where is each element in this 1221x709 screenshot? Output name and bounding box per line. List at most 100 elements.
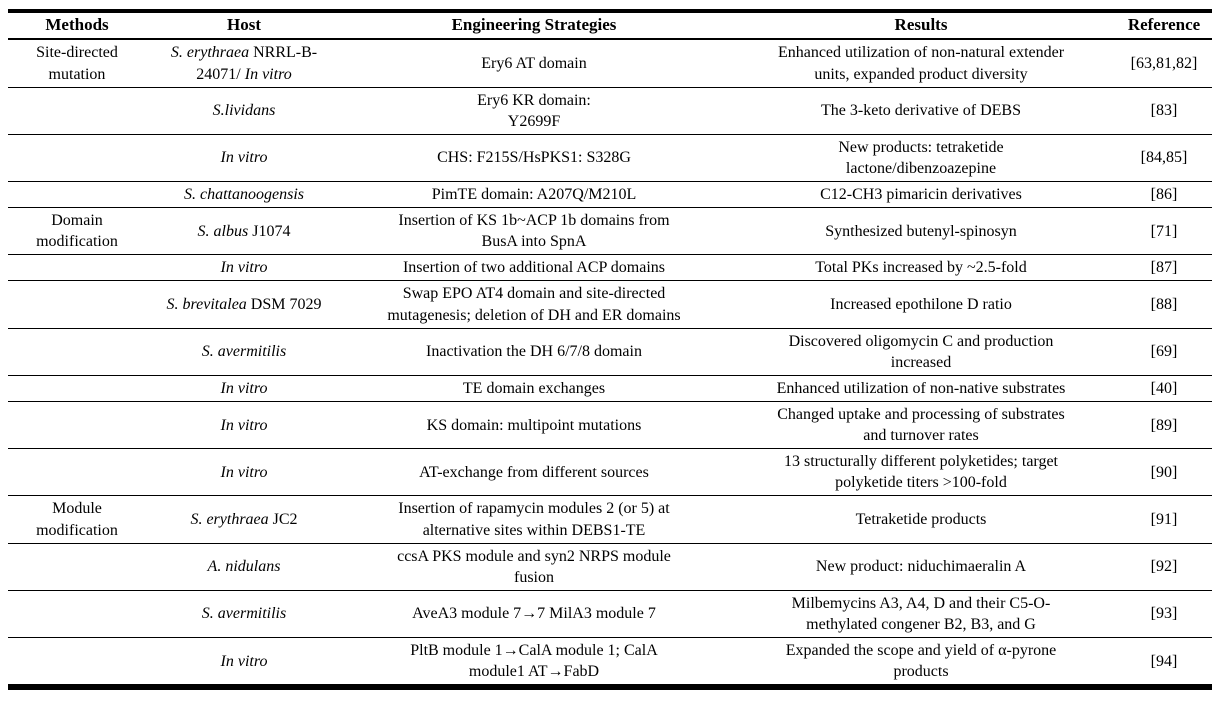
result-cell: Expanded the scope and yield of α-pyrone… <box>785 642 1057 681</box>
host-cell: S. erythraea NRRL-B- 24071/ In vitro <box>146 39 342 88</box>
method-cell: Domain modification <box>8 207 146 256</box>
host-italic-text: S. erythraea <box>170 44 250 62</box>
host-cell: S. chattanoogensis <box>146 181 342 209</box>
reference-cell: [93] <box>1116 590 1212 639</box>
result-cell: Tetraketide products <box>726 495 1116 544</box>
host-cell: In vitro <box>146 448 342 497</box>
method-cell: Module modification <box>8 495 146 544</box>
column-header-reference: Reference <box>1116 11 1212 41</box>
strategy-cell: TE domain exchanges <box>342 375 726 403</box>
strategy-cell: Swap EPO AT4 domain and site-directed mu… <box>342 280 726 329</box>
method-cell <box>8 401 146 450</box>
engineering-strategies-table: Methods Host Engineering Strategies Resu… <box>8 9 1212 691</box>
table-row: Module modification S. erythraea JC2 Ins… <box>8 495 1212 544</box>
reference-cell: [83] <box>1116 87 1212 135</box>
table-row: S. avermitilis Inactivation the DH 6/7/8… <box>8 328 1212 376</box>
host-italic-text: In vitro <box>220 149 268 167</box>
table-row: In vitro Insertion of two additional ACP… <box>8 254 1212 282</box>
column-header-methods: Methods <box>8 11 146 41</box>
strategy-cell: PltB module 1→CalA module 1; CalA module… <box>410 642 658 681</box>
result-cell: New products: tetraketide lactone/dibenz… <box>726 134 1116 183</box>
table-header: Methods Host Engineering Strategies Resu… <box>8 11 1212 41</box>
strategy-cell: KS domain: multipoint mutations <box>342 401 726 450</box>
result-cell: Discovered oligomycin C and production i… <box>726 328 1116 376</box>
method-cell <box>8 280 146 329</box>
host-plain-text: NRRL-B- 24071/ <box>196 44 318 83</box>
reference-cell: [69] <box>1116 328 1212 376</box>
method-cell <box>8 638 146 688</box>
reference-cell: [63,81,82] <box>1116 39 1212 88</box>
host-cell: In vitro <box>146 254 342 282</box>
host-cell: S. brevitalea DSM 7029 <box>146 280 342 329</box>
result-cell: The 3-keto derivative of DEBS <box>726 87 1116 135</box>
header-row: Methods Host Engineering Strategies Resu… <box>8 11 1212 41</box>
result-cell: Changed uptake and processing of substra… <box>726 401 1116 450</box>
host-cell: S.lividans <box>146 87 342 135</box>
reference-cell: [88] <box>1116 280 1212 329</box>
host-italic-text: S. avermitilis <box>201 605 287 623</box>
host-cell: S. erythraea JC2 <box>146 495 342 544</box>
result-cell: New product: niduchimaeralin A <box>726 543 1116 591</box>
reference-cell: [86] <box>1116 181 1212 209</box>
method-cell <box>8 181 146 209</box>
strategy-cell: Insertion of two additional ACP domains <box>342 254 726 282</box>
column-header-results: Results <box>726 11 1116 41</box>
method-cell <box>8 87 146 135</box>
table-row: In vitro PltB module 1→CalA module 1; Ca… <box>8 638 1212 688</box>
host-cell: S. albus J1074 <box>146 207 342 256</box>
host-cell: In vitro <box>146 638 342 688</box>
host-cell: In vitro <box>146 134 342 183</box>
result-cell: Synthesized butenyl-spinosyn <box>726 207 1116 256</box>
result-cell: Enhanced utilization of non-native subst… <box>726 375 1116 403</box>
host-plain-text: DSM 7029 <box>246 296 322 314</box>
column-header-host: Host <box>146 11 342 41</box>
reference-cell: [87] <box>1116 254 1212 282</box>
host-italic-text: S. avermitilis <box>201 343 287 361</box>
strategy-cell: AveA3 module 7→7 MilA3 module 7 <box>342 590 726 639</box>
host-italic-text: S. brevitalea <box>166 296 247 314</box>
table-row: In vitro AT-exchange from different sour… <box>8 448 1212 497</box>
host-plain-text: J1074 <box>248 222 291 240</box>
host-italic-text: In vitro <box>220 416 268 434</box>
host-plain-text: JC2 <box>268 511 298 529</box>
method-cell: Site-directed mutation <box>8 39 146 88</box>
strategy-cell: Insertion of KS 1b~ACP 1b domains from B… <box>342 207 726 256</box>
host-cell: A. nidulans <box>146 543 342 591</box>
method-cell <box>8 590 146 639</box>
strategy-cell: Insertion of rapamycin modules 2 (or 5) … <box>342 495 726 544</box>
host-italic-text: In vitro <box>220 652 268 670</box>
method-cell <box>8 543 146 591</box>
result-cell: C12-CH3 pimaricin derivatives <box>726 181 1116 209</box>
result-cell: Total PKs increased by ~2.5-fold <box>726 254 1116 282</box>
reference-cell: [92] <box>1116 543 1212 591</box>
method-cell <box>8 134 146 183</box>
host-cell: S. avermitilis <box>146 590 342 639</box>
host-cell: In vitro <box>146 375 342 403</box>
strategy-cell: Inactivation the DH 6/7/8 domain <box>342 328 726 376</box>
table-row: A. nidulans ccsA PKS module and syn2 NRP… <box>8 543 1212 591</box>
strategy-cell: ccsA PKS module and syn2 NRPS module fus… <box>342 543 726 591</box>
reference-cell: [90] <box>1116 448 1212 497</box>
result-cell: Increased epothilone D ratio <box>726 280 1116 329</box>
reference-cell: [89] <box>1116 401 1212 450</box>
table-row: In vitro KS domain: multipoint mutations… <box>8 401 1212 450</box>
reference-cell: [40] <box>1116 375 1212 403</box>
table-row: S. avermitilis AveA3 module 7→7 MilA3 mo… <box>8 590 1212 639</box>
table-row: S.lividans Ery6 KR domain: Y2699F The 3-… <box>8 87 1212 135</box>
method-cell <box>8 375 146 403</box>
strategy-cell: Ery6 AT domain <box>342 39 726 88</box>
host-italic-text: S. chattanoogensis <box>184 186 304 204</box>
strategy-cell: Ery6 KR domain: Y2699F <box>342 87 726 135</box>
host-cell: S. avermitilis <box>146 328 342 376</box>
table-body: Site-directed mutation S. erythraea NRRL… <box>8 39 1212 687</box>
host-italic-text: In vitro <box>244 65 292 83</box>
reference-cell: [91] <box>1116 495 1212 544</box>
host-cell: In vitro <box>146 401 342 450</box>
reference-cell: [71] <box>1116 207 1212 256</box>
result-cell: Milbemycins A3, A4, D and their C5-O- me… <box>726 590 1116 639</box>
table-row: S. chattanoogensis PimTE domain: A207Q/M… <box>8 181 1212 209</box>
column-header-engineering-strategies: Engineering Strategies <box>342 11 726 41</box>
reference-cell: [94] <box>1150 652 1178 670</box>
table-row: S. brevitalea DSM 7029 Swap EPO AT4 doma… <box>8 280 1212 329</box>
table-row: Domain modification S. albus J1074 Inser… <box>8 207 1212 256</box>
